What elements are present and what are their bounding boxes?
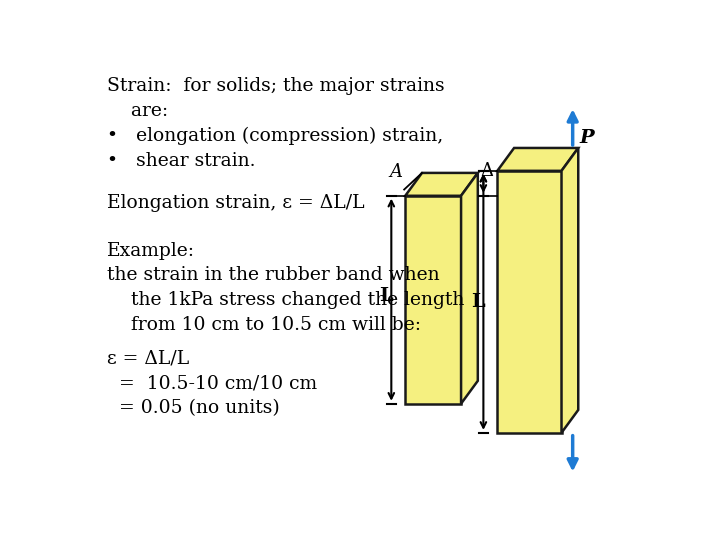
Text: the 1kPa stress changed the length: the 1kPa stress changed the length <box>107 292 464 309</box>
Text: •   shear strain.: • shear strain. <box>107 152 256 170</box>
Text: •   elongation (compression) strain,: • elongation (compression) strain, <box>107 127 443 145</box>
Polygon shape <box>405 196 461 404</box>
Polygon shape <box>498 148 578 171</box>
Polygon shape <box>562 148 578 433</box>
Text: Example:: Example: <box>107 241 194 260</box>
Text: ε = ΔL/L: ε = ΔL/L <box>107 349 189 368</box>
Text: L: L <box>472 293 485 311</box>
Text: =  10.5-10 cm/10 cm: = 10.5-10 cm/10 cm <box>107 375 317 393</box>
Text: from 10 cm to 10.5 cm will be:: from 10 cm to 10.5 cm will be: <box>107 316 420 334</box>
Text: L: L <box>379 287 392 305</box>
Text: = 0.05 (no units): = 0.05 (no units) <box>107 400 279 417</box>
Text: P: P <box>580 129 595 146</box>
Text: Strain:  for solids; the major strains: Strain: for solids; the major strains <box>107 77 444 95</box>
Text: A: A <box>390 163 402 181</box>
Text: the strain in the rubber band when: the strain in the rubber band when <box>107 266 439 285</box>
Polygon shape <box>405 173 478 196</box>
Text: are:: are: <box>107 102 168 120</box>
Polygon shape <box>498 171 562 433</box>
Polygon shape <box>461 173 478 404</box>
Text: Δ: Δ <box>481 162 494 180</box>
Text: Elongation strain, ε = ΔL/L: Elongation strain, ε = ΔL/L <box>107 194 364 212</box>
